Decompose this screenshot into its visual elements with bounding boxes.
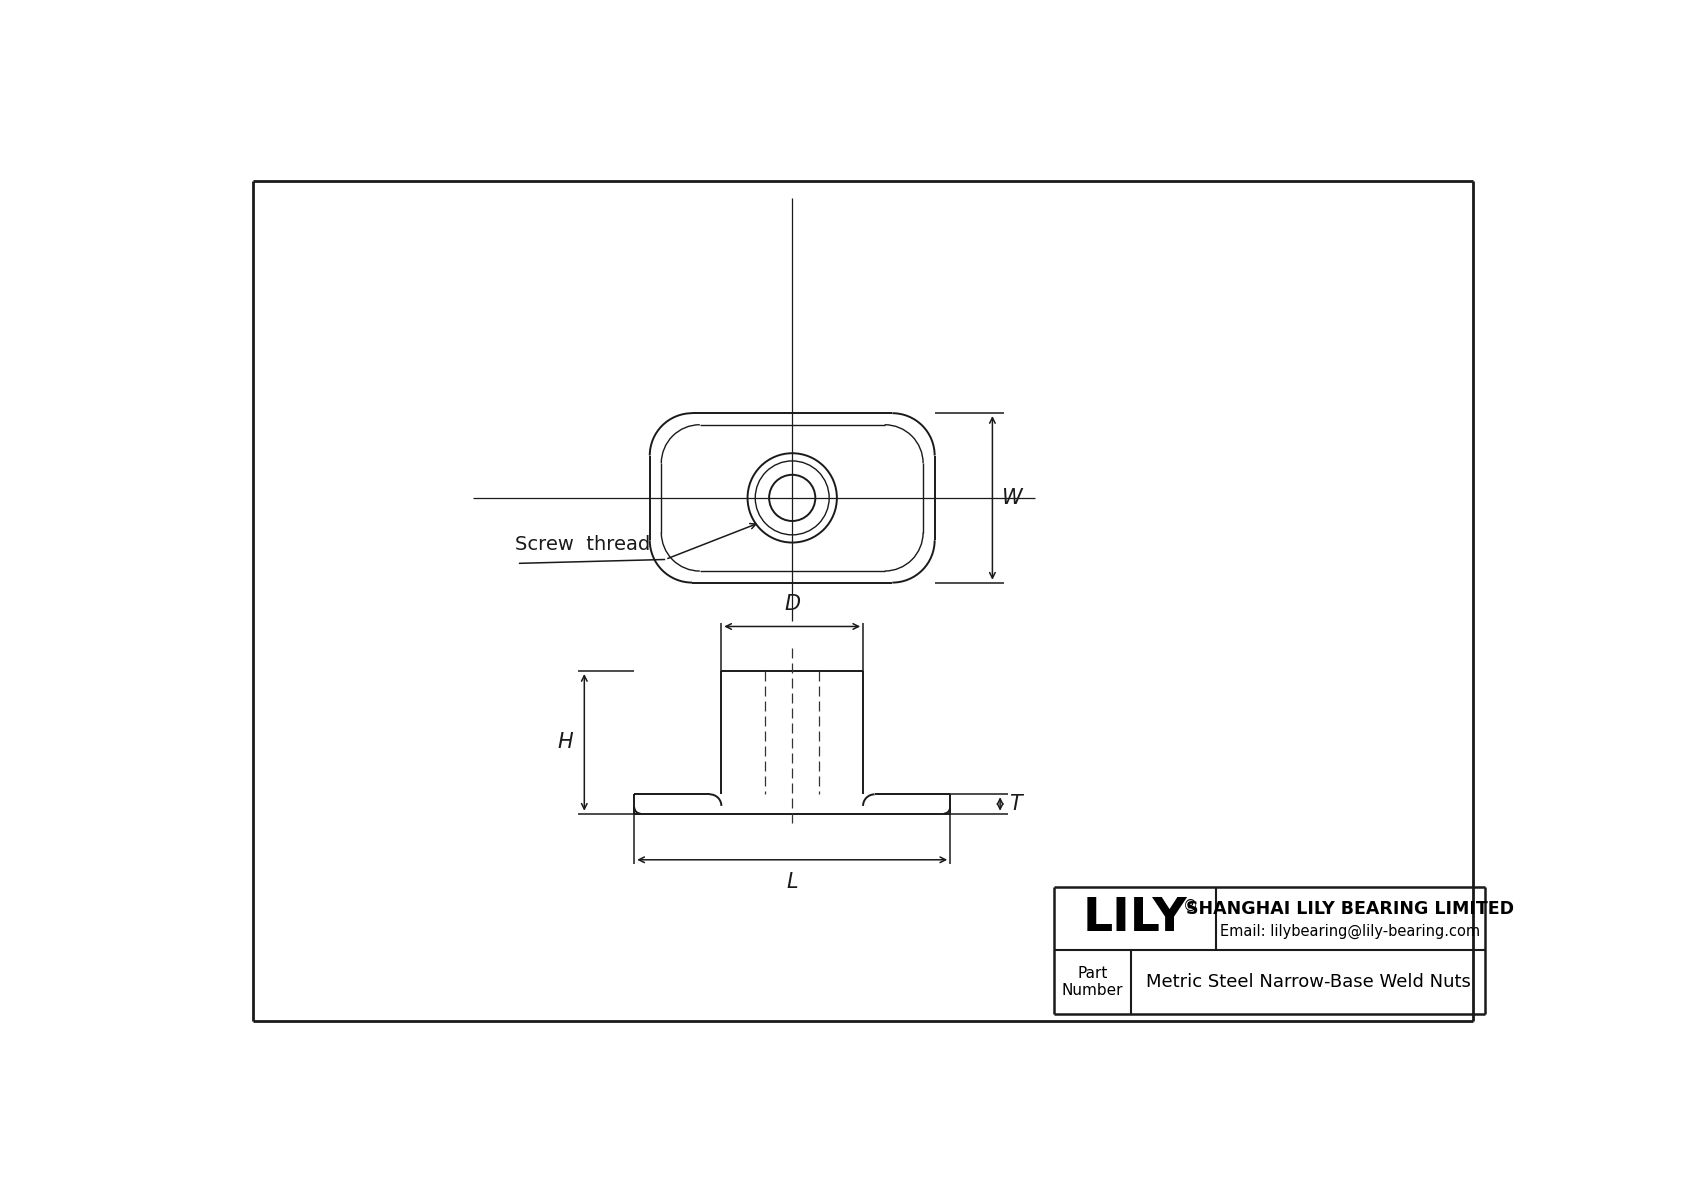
Text: Metric Steel Narrow-Base Weld Nuts: Metric Steel Narrow-Base Weld Nuts [1145, 973, 1470, 991]
Text: Email: lilybearing@lily-bearing.com: Email: lilybearing@lily-bearing.com [1221, 923, 1480, 939]
Text: LILY: LILY [1083, 896, 1187, 941]
Text: Part
Number: Part Number [1061, 966, 1123, 998]
Text: SHANGHAI LILY BEARING LIMITED: SHANGHAI LILY BEARING LIMITED [1187, 900, 1514, 918]
Text: L: L [786, 872, 798, 892]
Text: ®: ® [1182, 898, 1197, 913]
Text: H: H [557, 732, 574, 753]
Text: D: D [785, 594, 800, 615]
Text: T: T [1009, 794, 1022, 813]
Text: Screw  thread: Screw thread [515, 535, 650, 554]
Text: W: W [1002, 488, 1022, 507]
